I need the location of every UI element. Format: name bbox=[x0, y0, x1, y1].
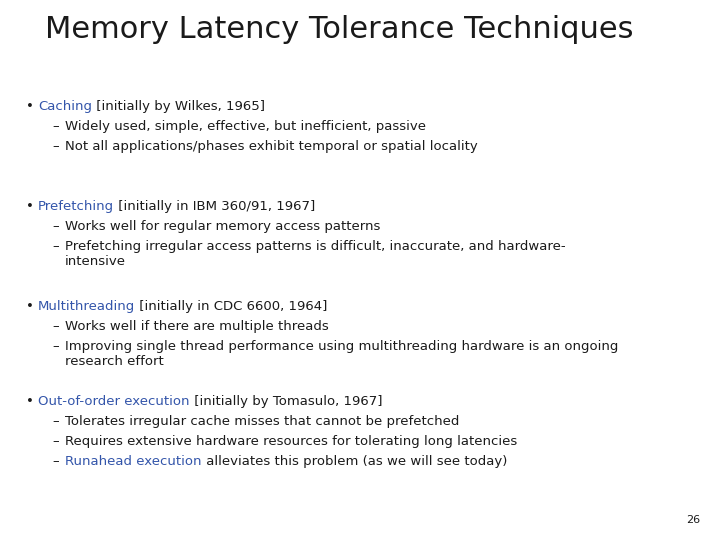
Text: •: • bbox=[26, 300, 34, 313]
Text: Prefetching irregular access patterns is difficult, inaccurate, and hardware-
in: Prefetching irregular access patterns is… bbox=[65, 240, 566, 268]
Text: Works well for regular memory access patterns: Works well for regular memory access pat… bbox=[65, 220, 380, 233]
Text: Out-of-order execution: Out-of-order execution bbox=[38, 395, 189, 408]
Text: •: • bbox=[26, 100, 34, 113]
Text: –: – bbox=[52, 140, 58, 153]
Text: 26: 26 bbox=[686, 515, 700, 525]
Text: Tolerates irregular cache misses that cannot be prefetched: Tolerates irregular cache misses that ca… bbox=[65, 415, 459, 428]
Text: –: – bbox=[52, 240, 58, 253]
Text: [initially by Wilkes, 1965]: [initially by Wilkes, 1965] bbox=[92, 100, 265, 113]
Text: –: – bbox=[52, 320, 58, 333]
Text: Memory Latency Tolerance Techniques: Memory Latency Tolerance Techniques bbox=[45, 15, 634, 44]
Text: Not all applications/phases exhibit temporal or spatial locality: Not all applications/phases exhibit temp… bbox=[65, 140, 478, 153]
Text: Widely used, simple, effective, but inefficient, passive: Widely used, simple, effective, but inef… bbox=[65, 120, 426, 133]
Text: –: – bbox=[52, 455, 58, 468]
Text: alleviates this problem (as we will see today): alleviates this problem (as we will see … bbox=[202, 455, 507, 468]
Text: –: – bbox=[52, 120, 58, 133]
Text: –: – bbox=[52, 340, 58, 353]
Text: –: – bbox=[52, 220, 58, 233]
Text: Improving single thread performance using multithreading hardware is an ongoing
: Improving single thread performance usin… bbox=[65, 340, 618, 368]
Text: [initially by Tomasulo, 1967]: [initially by Tomasulo, 1967] bbox=[189, 395, 382, 408]
Text: Requires extensive hardware resources for tolerating long latencies: Requires extensive hardware resources fo… bbox=[65, 435, 517, 448]
Text: Caching: Caching bbox=[38, 100, 92, 113]
Text: [initially in IBM 360/91, 1967]: [initially in IBM 360/91, 1967] bbox=[114, 200, 315, 213]
Text: –: – bbox=[52, 415, 58, 428]
Text: [initially in CDC 6600, 1964]: [initially in CDC 6600, 1964] bbox=[135, 300, 328, 313]
Text: Works well if there are multiple threads: Works well if there are multiple threads bbox=[65, 320, 329, 333]
Text: •: • bbox=[26, 395, 34, 408]
Text: –: – bbox=[52, 435, 58, 448]
Text: •: • bbox=[26, 200, 34, 213]
Text: Multithreading: Multithreading bbox=[38, 300, 135, 313]
Text: Prefetching: Prefetching bbox=[38, 200, 114, 213]
Text: Runahead execution: Runahead execution bbox=[65, 455, 202, 468]
